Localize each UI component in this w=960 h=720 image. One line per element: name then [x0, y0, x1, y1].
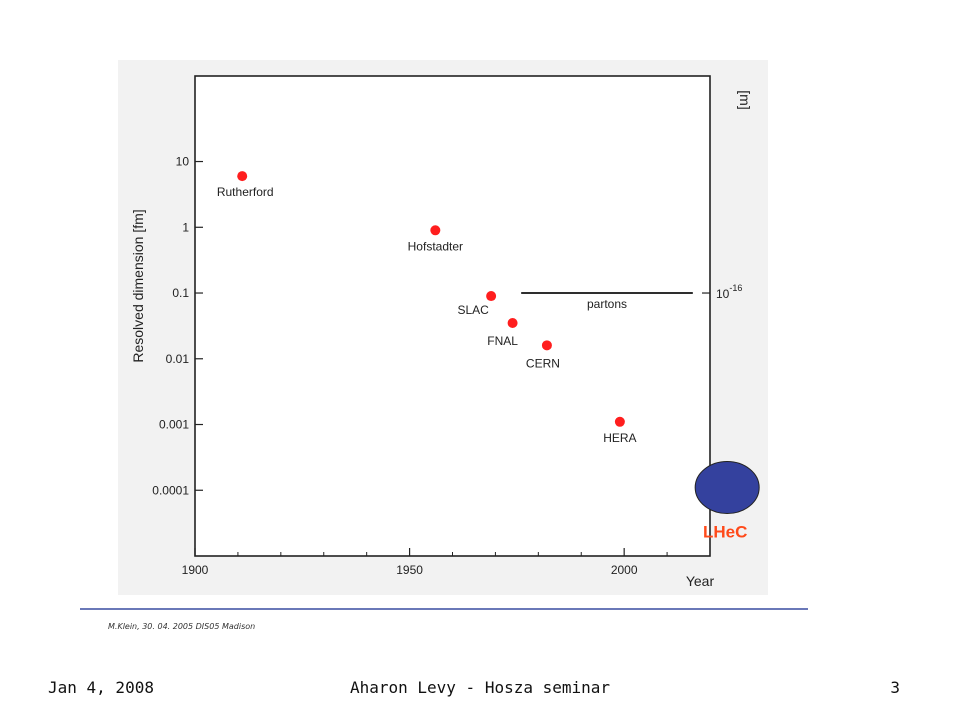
- y2-tick-label: 10-16: [716, 283, 742, 301]
- data-point-label: SLAC: [457, 303, 489, 317]
- source-divider: [80, 608, 808, 610]
- source-note: M.Klein, 30. 04. 2005 DIS05 Madison: [108, 622, 256, 631]
- data-point: [486, 291, 497, 302]
- lhec-marker: [694, 461, 760, 515]
- y-tick-label: 1: [182, 220, 189, 234]
- footer-date: Jan 4, 2008: [48, 678, 154, 697]
- x-tick-label: 2000: [611, 563, 638, 577]
- x-tick-label: 1950: [396, 563, 423, 577]
- data-point: [541, 340, 552, 351]
- chart-panel: 1900 1950 2000 10 1 0.1 0.01 0.001 0.0001 10-16 Re…: [118, 60, 768, 595]
- data-point: [430, 225, 441, 236]
- data-point: [614, 416, 625, 427]
- data-point-label: FNAL: [487, 334, 518, 348]
- y-tick-label: 10: [176, 155, 190, 169]
- footer-title: Aharon Levy - Hosza seminar: [349, 678, 611, 697]
- plot-frame: [194, 75, 711, 557]
- y-axis-title: Resolved dimension [fm]: [130, 209, 146, 362]
- y-tick-label: 0.1: [172, 286, 189, 300]
- data-point-label: HERA: [603, 431, 636, 445]
- x-tick-label: 1900: [182, 563, 209, 577]
- resolution-chart: 1900 1950 2000 10 1 0.1 0.01 0.001 0.0001 10-16 Re…: [130, 75, 760, 589]
- footer-page-number: 3: [890, 678, 900, 697]
- data-point-label: CERN: [526, 356, 560, 370]
- x-axis-title: Year: [686, 573, 715, 589]
- y-tick-label: 0.0001: [152, 483, 189, 497]
- lhec-label: LHeC: [703, 523, 747, 542]
- data-point: [237, 171, 248, 182]
- y2-axis-title: [m]: [737, 90, 753, 109]
- y-tick-label: 0.001: [159, 418, 189, 432]
- y-tick-label: 0.01: [166, 352, 190, 366]
- data-point-label: Rutherford: [217, 185, 274, 199]
- data-point-label: Hofstadter: [408, 239, 463, 253]
- partons-label: partons: [587, 297, 627, 311]
- data-point: [507, 317, 518, 328]
